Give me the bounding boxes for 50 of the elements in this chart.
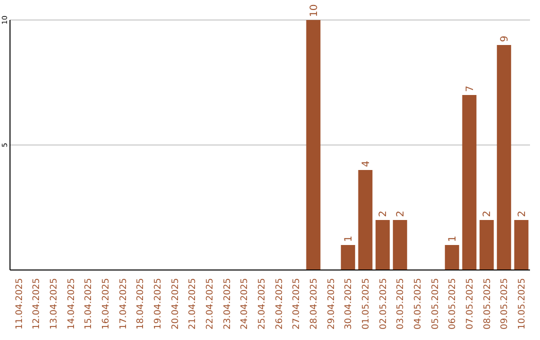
- x-tick-label: 21.04.2025: [188, 278, 198, 330]
- bar: [392, 220, 408, 270]
- x-tick-label: 12.04.2025: [32, 278, 42, 330]
- x-tick-label: 30.04.2025: [344, 278, 354, 330]
- x-tick-label: 22.04.2025: [205, 278, 216, 330]
- data-label: 1: [344, 236, 354, 242]
- x-tick-label: 19.04.2025: [153, 278, 164, 330]
- x-tick-label: 09.05.2025: [500, 278, 510, 330]
- x-tick-label: 18.04.2025: [136, 278, 146, 330]
- x-tick-label: 24.04.2025: [240, 278, 250, 330]
- x-tick-label: 04.05.2025: [413, 278, 424, 330]
- x-tick-label: 27.04.2025: [292, 278, 302, 330]
- data-label: 2: [396, 210, 406, 217]
- x-tick-label: 29.04.2025: [326, 278, 337, 330]
- bar: [376, 220, 390, 270]
- data-label: 2: [378, 210, 390, 217]
- data-label: 1: [448, 236, 458, 242]
- data-label: 2: [516, 210, 528, 217]
- bar: [496, 45, 512, 270]
- x-tick-label: 26.04.2025: [274, 278, 285, 330]
- x-tick-label: 11.04.2025: [14, 278, 25, 330]
- bar: [358, 170, 372, 270]
- data-label: 10: [308, 4, 320, 17]
- x-tick-label: 07.05.2025: [465, 278, 476, 330]
- data-label: 2: [482, 210, 494, 217]
- x-tick-label: 23.04.2025: [222, 278, 233, 330]
- x-tick-label: 08.05.2025: [482, 278, 493, 330]
- x-tick-label: 13.04.2025: [49, 278, 60, 330]
- data-label: 7: [464, 86, 476, 92]
- x-tick-label: 17.04.2025: [118, 278, 129, 330]
- bar: [480, 220, 494, 270]
- bar: [444, 245, 460, 270]
- x-tick-label: 06.05.2025: [448, 278, 458, 330]
- x-tick-label: 03.05.2025: [396, 278, 406, 330]
- bar: [462, 95, 476, 270]
- bar: [306, 20, 320, 270]
- data-label: 9: [500, 36, 510, 42]
- x-tick-label: 28.04.2025: [309, 278, 320, 330]
- x-tick-label: 15.04.2025: [84, 278, 94, 330]
- bar: [340, 245, 356, 270]
- x-tick-label: 05.05.2025: [430, 278, 441, 330]
- x-tick-label: 02.05.2025: [378, 278, 389, 330]
- x-tick-label: 14.04.2025: [66, 278, 77, 330]
- x-tick-label: 01.05.2025: [361, 278, 372, 330]
- bar: [514, 220, 528, 270]
- x-tick-label: 25.04.2025: [257, 278, 268, 330]
- x-tick-label: 20.04.2025: [170, 278, 181, 330]
- x-tick-label: 10.05.2025: [517, 278, 528, 330]
- x-tick-label: 16.04.2025: [101, 278, 112, 330]
- data-label: 4: [360, 160, 372, 167]
